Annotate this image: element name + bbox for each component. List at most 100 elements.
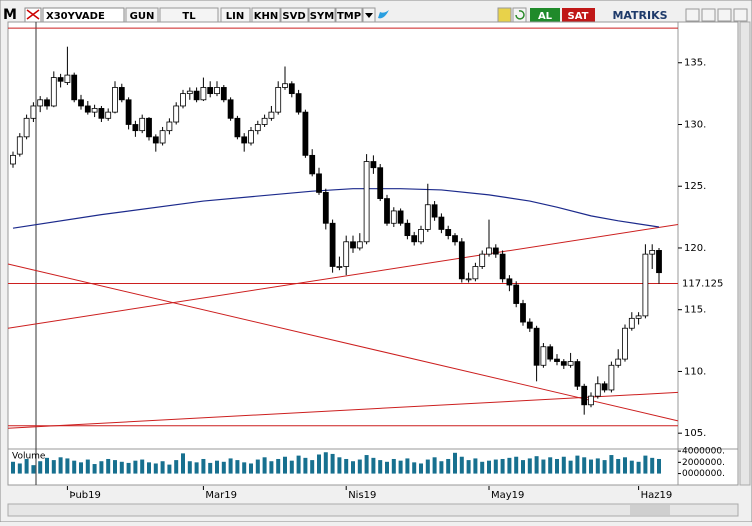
candle-body — [452, 235, 458, 243]
volume-bar — [446, 458, 451, 474]
volume-bar — [133, 460, 138, 474]
volume-bar — [527, 458, 532, 474]
candle-body — [173, 105, 180, 123]
minimize[interactable] — [685, 8, 700, 22]
volume-bar — [493, 459, 498, 474]
tool-icon[interactable] — [497, 7, 512, 23]
y-tick-label: 135. — [684, 58, 706, 69]
volume-bar — [521, 460, 525, 474]
volume-bar — [405, 458, 410, 474]
volume-bar — [582, 457, 587, 474]
candle-body — [23, 117, 30, 138]
restore[interactable] — [717, 8, 732, 22]
volume-bar — [310, 460, 315, 474]
candle-body — [533, 327, 540, 366]
buy-button[interactable] — [530, 8, 560, 22]
candle-body — [384, 198, 390, 224]
button-label[interactable]: KHN — [254, 11, 279, 22]
candle-body — [492, 247, 499, 255]
volume-bar — [650, 457, 655, 474]
candle-body — [418, 229, 424, 243]
buy-label[interactable]: AL — [538, 11, 553, 22]
candle-body — [499, 253, 506, 280]
volume-bar — [561, 456, 566, 474]
candle-body — [601, 383, 608, 391]
sell-button[interactable] — [562, 8, 595, 22]
candle-body — [588, 395, 594, 406]
candle-body — [486, 247, 492, 255]
candle-body — [241, 136, 248, 144]
candle-body — [431, 204, 438, 218]
y-tick-label: 105. — [684, 428, 706, 439]
candle-body — [608, 364, 615, 391]
candle-body — [125, 99, 132, 125]
volume-bar — [432, 457, 437, 474]
candle-body — [547, 346, 554, 360]
volume-bar — [609, 455, 614, 474]
volume-bar — [11, 461, 15, 474]
candle-body — [214, 87, 220, 95]
candle-body — [309, 154, 316, 175]
candle-body — [139, 117, 146, 132]
candle-body — [316, 173, 322, 193]
volume-bar — [255, 459, 260, 474]
button-label[interactable]: SYM — [310, 11, 334, 22]
last-price-label: 117.125 — [682, 278, 723, 289]
volume-bar — [453, 452, 457, 474]
volume-bar — [174, 460, 179, 474]
volume-bar — [296, 455, 301, 474]
button-label[interactable]: LIN — [226, 11, 244, 22]
volume-bar — [317, 454, 321, 474]
x-tick-label: May19 — [491, 490, 524, 501]
y-tick-label: 115. — [684, 305, 706, 316]
volume-bar — [385, 461, 389, 474]
volume-bar — [636, 461, 641, 474]
button-label[interactable]: SVD — [282, 11, 305, 22]
button-label[interactable]: TMP — [337, 11, 361, 22]
volume-bar — [364, 455, 369, 474]
candle-body — [472, 266, 479, 280]
candle-body — [254, 124, 261, 132]
candle-body — [411, 235, 418, 243]
volume-bar — [283, 456, 287, 474]
volume-bar — [595, 458, 600, 474]
volume-bar — [500, 458, 505, 474]
candle-body — [397, 210, 404, 224]
candle-body — [390, 210, 397, 224]
volume-bar — [72, 460, 77, 474]
candle-body — [16, 136, 23, 155]
volume-bar — [419, 463, 423, 474]
button-label[interactable]: TL — [182, 11, 196, 22]
candle-body — [166, 121, 173, 132]
y-tick-label: 110. — [684, 366, 706, 377]
volume-bar — [269, 461, 274, 474]
candle-body — [220, 87, 227, 101]
moving-average — [12, 188, 660, 229]
maximize[interactable] — [701, 8, 716, 22]
trendline — [7, 391, 679, 429]
close[interactable] — [733, 8, 748, 22]
candle-body — [268, 111, 275, 119]
volume-bar — [575, 455, 580, 474]
volume-bar — [58, 457, 63, 474]
sell-label[interactable]: SAT — [568, 11, 589, 22]
candle-body — [560, 361, 567, 366]
button-label[interactable]: GUN — [130, 11, 155, 22]
volume-tick-label: 4000000. — [682, 447, 725, 457]
twitter-icon[interactable] — [378, 10, 389, 19]
volume-bar — [378, 460, 383, 474]
symbol: X30YVADE — [46, 11, 105, 22]
volume-bar — [160, 461, 165, 474]
volume-bar — [289, 460, 294, 474]
volume-bar — [351, 461, 355, 474]
horizontal-scrollbar[interactable] — [7, 503, 739, 517]
volume-bar — [398, 460, 403, 474]
candle-body — [132, 124, 139, 132]
x-tick-label: Nis19 — [348, 490, 376, 501]
volume-bar — [412, 462, 417, 474]
toolbar: M X30YVADE GUN TL LIN KHN SVD SYM TMP AL — [3, 7, 748, 23]
scroll-thumb[interactable] — [630, 505, 670, 515]
volume-bar — [51, 460, 56, 474]
volume-bar — [514, 456, 519, 474]
vertical-scrollbar[interactable] — [739, 21, 751, 486]
